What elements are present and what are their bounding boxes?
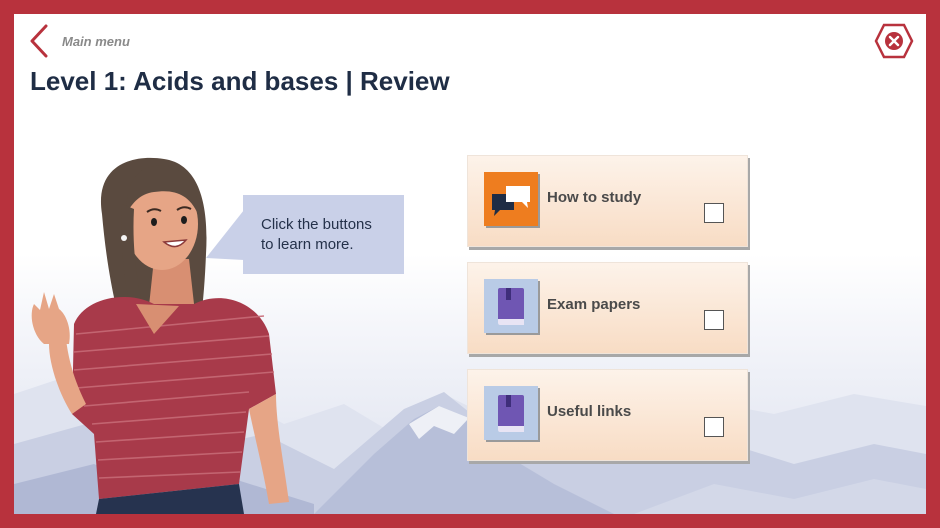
card-label: Useful links (547, 403, 632, 420)
speech-bubble-tail (206, 210, 244, 260)
speech-bubble: Click the buttons to learn more. (243, 195, 404, 274)
teacher-illustration (31, 157, 289, 514)
book-icon (498, 395, 524, 432)
checkbox[interactable] (704, 417, 724, 437)
icon-tile (484, 172, 538, 226)
chat-bubbles-icon (492, 186, 530, 216)
card-label: Exam papers (547, 296, 641, 313)
checkbox[interactable] (704, 310, 724, 330)
icon-tile (484, 279, 538, 333)
main-menu-button[interactable]: Main menu (28, 24, 130, 58)
how-to-study-card[interactable]: How to study (467, 155, 748, 247)
card-label: How to study (547, 189, 642, 206)
main-menu-label: Main menu (62, 33, 130, 49)
page-title: Level 1: Acids and bases | Review (30, 66, 450, 96)
book-icon (498, 288, 524, 325)
slide-stage: Main menu Level 1: Acids and bases | Rev… (14, 14, 926, 514)
close-icon[interactable] (874, 22, 914, 60)
icon-tile (484, 386, 538, 440)
checkbox[interactable] (704, 203, 724, 223)
speech-line-1: Click the buttons (261, 216, 372, 233)
speech-line-2: to learn more. (261, 236, 354, 253)
useful-links-card[interactable]: Useful links (467, 369, 748, 461)
chevron-left-icon (30, 24, 48, 58)
exam-papers-card[interactable]: Exam papers (467, 262, 748, 354)
